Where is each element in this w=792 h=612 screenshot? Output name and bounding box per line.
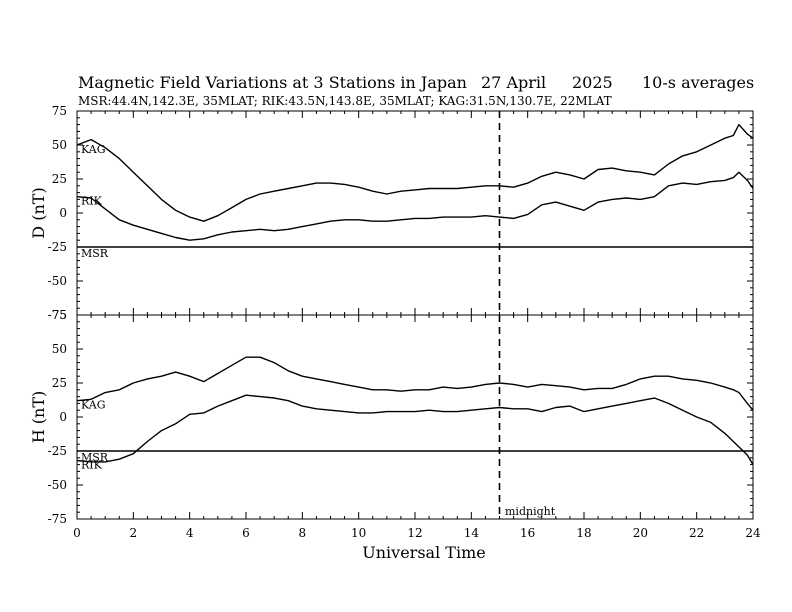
x-tick-label: 18 bbox=[576, 526, 591, 540]
y-tick-label: 50 bbox=[52, 138, 67, 152]
x-tick-label: 22 bbox=[689, 526, 704, 540]
y-tick-label: 25 bbox=[52, 172, 67, 186]
y-tick-label: 75 bbox=[52, 104, 67, 118]
x-tick-label: 8 bbox=[299, 526, 307, 540]
series-label-rik: RIK bbox=[81, 195, 103, 208]
y-tick-label: 50 bbox=[52, 342, 67, 356]
chart-date: 27 April bbox=[481, 73, 546, 92]
chart-year: 2025 bbox=[572, 73, 613, 92]
midnight-label: midnight bbox=[505, 505, 556, 518]
series-label-msr: MSR bbox=[81, 247, 109, 260]
y-axis-label: H (nT) bbox=[29, 391, 48, 444]
y-tick-label: -25 bbox=[48, 240, 67, 254]
series-label-rik: RIK bbox=[81, 459, 103, 472]
y-tick-label: 25 bbox=[52, 376, 67, 390]
x-tick-label: 2 bbox=[130, 526, 138, 540]
x-tick-label: 4 bbox=[186, 526, 194, 540]
y-tick-label: -75 bbox=[48, 308, 67, 322]
x-tick-label: 10 bbox=[351, 526, 366, 540]
y-tick-label: -50 bbox=[48, 274, 67, 288]
chart-averaging: 10-s averages bbox=[642, 73, 754, 92]
chart-title: Magnetic Field Variations at 3 Stations … bbox=[78, 73, 467, 92]
series-line-kag bbox=[76, 356, 754, 411]
series-line-rik bbox=[76, 171, 754, 241]
plot-frame bbox=[76, 110, 754, 316]
x-tick-label: 20 bbox=[633, 526, 648, 540]
x-tick-label: 14 bbox=[464, 526, 480, 540]
x-tick-label: 0 bbox=[73, 526, 81, 540]
y-tick-label: -25 bbox=[48, 444, 67, 458]
series-line-kag bbox=[76, 123, 754, 222]
x-tick-label: 6 bbox=[242, 526, 250, 540]
plot-frame bbox=[76, 314, 754, 520]
y-tick-label: 0 bbox=[59, 206, 67, 220]
y-tick-label: -75 bbox=[48, 512, 67, 526]
station-info: MSR:44.4N,142.3E, 35MLAT; RIK:43.5N,143.… bbox=[78, 94, 612, 108]
y-tick-label: 75 bbox=[52, 308, 67, 322]
series-label-kag: KAG bbox=[81, 143, 106, 156]
y-tick-label: 0 bbox=[59, 410, 67, 424]
x-tick-label: 12 bbox=[407, 526, 422, 540]
series-label-kag: KAG bbox=[81, 399, 106, 412]
series-line-rik bbox=[76, 394, 754, 465]
x-tick-label: 16 bbox=[520, 526, 535, 540]
y-tick-label: -50 bbox=[48, 478, 67, 492]
x-tick-label: 24 bbox=[745, 526, 761, 540]
y-axis-label: D (nT) bbox=[29, 187, 48, 238]
d-component-panel: 75 50 25 0 -25 -50 -75 KAG RIK MSR D (nT) bbox=[29, 104, 754, 322]
series-label-msr: MSR bbox=[81, 451, 109, 464]
x-axis-label: Universal Time bbox=[362, 543, 485, 562]
